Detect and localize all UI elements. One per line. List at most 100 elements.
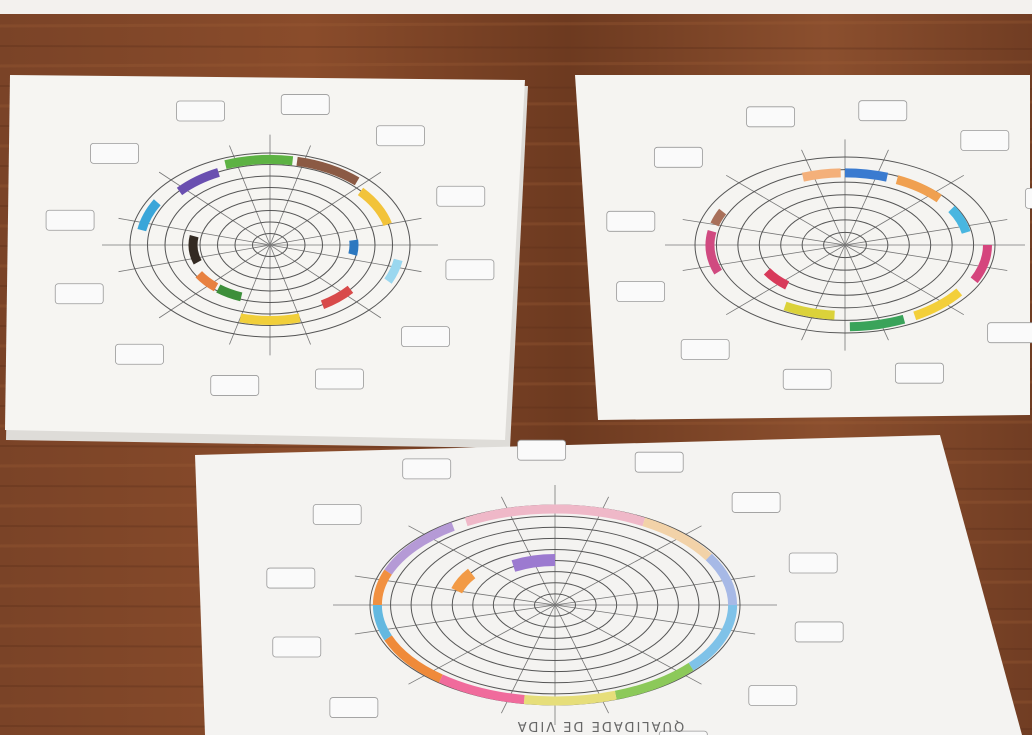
- label-box: [90, 142, 139, 164]
- spoke: [844, 219, 1008, 246]
- ring: [390, 515, 720, 695]
- label-box: [54, 283, 104, 305]
- label-box: [176, 100, 225, 122]
- label-box: [315, 368, 364, 390]
- color-segment: [705, 229, 723, 275]
- ring: [823, 231, 867, 259]
- spoke: [801, 244, 846, 341]
- ring: [410, 526, 700, 684]
- ring: [252, 233, 288, 257]
- spoke: [354, 604, 556, 635]
- color-segment: [357, 187, 392, 227]
- label-box: [517, 439, 567, 461]
- color-segment: [642, 517, 712, 561]
- color-segment: [844, 168, 889, 182]
- label-box: [115, 343, 164, 365]
- color-segment: [216, 284, 243, 302]
- top-border: [0, 0, 1032, 14]
- label-box: [606, 210, 656, 232]
- label-box: [401, 326, 450, 348]
- label-box: [445, 259, 495, 281]
- label-box: [680, 339, 730, 360]
- spoke: [726, 174, 846, 246]
- spoke: [269, 244, 311, 345]
- spoke: [682, 244, 846, 271]
- ring: [780, 206, 910, 284]
- spoke: [229, 244, 271, 345]
- label-box: [731, 492, 781, 513]
- spoke: [801, 149, 846, 246]
- color-segment: [948, 205, 971, 234]
- label-box: [1024, 187, 1032, 209]
- label-box: [329, 697, 379, 718]
- color-segment: [372, 604, 392, 641]
- label-box: [746, 106, 796, 128]
- spoke: [269, 244, 382, 319]
- color-segment: [464, 504, 646, 527]
- color-segment: [895, 175, 942, 203]
- spoke: [158, 171, 271, 246]
- spoke: [354, 575, 556, 606]
- color-segment: [438, 674, 525, 705]
- label-box: [376, 125, 425, 147]
- color-segment: [137, 199, 161, 232]
- sheet-title: QUALIDADE DE VIDA: [516, 718, 685, 733]
- label-box: [788, 552, 838, 574]
- ring: [513, 582, 597, 628]
- ring: [129, 152, 411, 338]
- color-segment: [913, 288, 963, 321]
- color-segment: [384, 258, 403, 284]
- color-segment: [688, 604, 738, 671]
- ring: [758, 194, 932, 296]
- ring: [217, 210, 323, 280]
- label-box: [436, 185, 486, 207]
- color-segment: [523, 690, 617, 706]
- ring: [492, 571, 618, 639]
- label-box: [402, 458, 452, 480]
- label-box: [653, 146, 703, 168]
- color-segment: [372, 569, 392, 606]
- color-segment: [320, 285, 354, 309]
- color-segment: [188, 235, 202, 265]
- label-box: [960, 130, 1010, 151]
- label-box: [45, 209, 95, 231]
- color-segment: [296, 156, 360, 186]
- label-box: [748, 685, 798, 706]
- spoke: [554, 604, 756, 635]
- ring: [164, 175, 376, 315]
- ring: [431, 537, 679, 673]
- color-segment: [239, 313, 301, 325]
- label-box: [794, 621, 844, 643]
- label-box: [210, 375, 260, 396]
- label-box: [634, 451, 684, 473]
- label-box: [782, 368, 832, 390]
- color-segment: [614, 662, 694, 700]
- color-segment: [783, 301, 835, 320]
- ring: [801, 219, 889, 271]
- color-segment: [348, 239, 359, 256]
- spoke: [844, 149, 889, 246]
- ring: [199, 198, 341, 292]
- ring: [737, 181, 953, 309]
- ring: [694, 156, 996, 334]
- spoke: [554, 575, 756, 606]
- color-segment: [511, 554, 556, 572]
- wheels: [45, 94, 1032, 735]
- color-segment: [224, 154, 294, 169]
- color-segment: [763, 268, 790, 290]
- spoke: [269, 217, 422, 246]
- ring: [147, 164, 393, 326]
- label-box: [272, 636, 322, 658]
- label-box: [658, 730, 708, 735]
- color-segment: [384, 635, 443, 683]
- spoke: [844, 174, 964, 246]
- color-segment: [849, 314, 906, 332]
- color-segment: [384, 522, 455, 575]
- ring: [234, 221, 306, 269]
- color-segment: [176, 168, 220, 196]
- ring: [533, 593, 577, 617]
- label-box: [616, 281, 666, 303]
- label-box: [280, 94, 330, 115]
